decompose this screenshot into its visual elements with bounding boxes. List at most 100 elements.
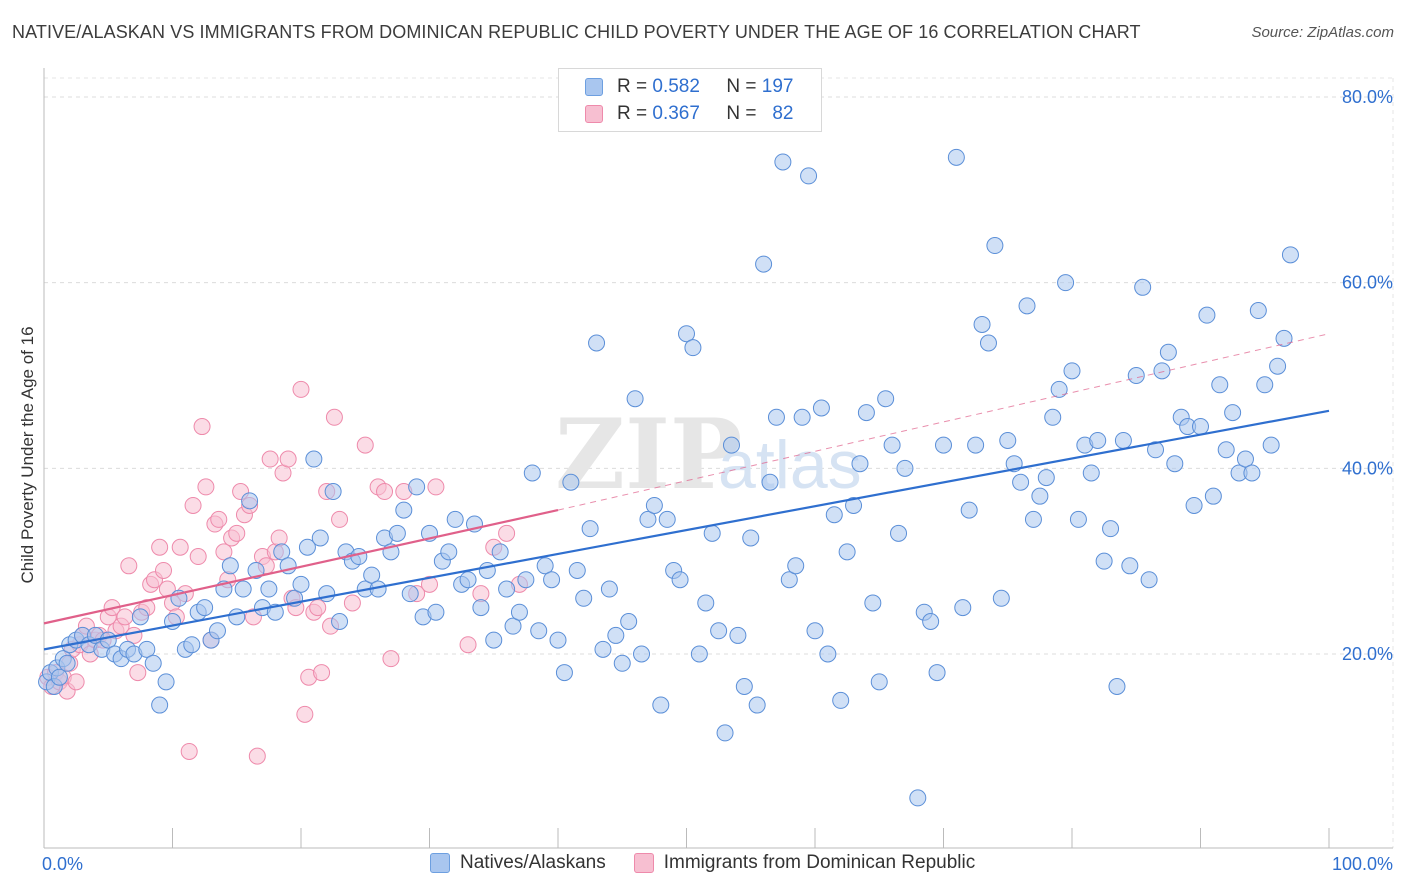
natives-point: [292, 575, 310, 593]
dominican-point: [228, 524, 246, 542]
natives-point: [819, 645, 837, 663]
natives-point: [812, 399, 830, 417]
dominican-point: [197, 478, 215, 496]
natives-point: [639, 510, 657, 528]
dominican-point: [151, 538, 169, 556]
natives-point: [472, 599, 490, 617]
legend-r-label: R =: [617, 76, 648, 97]
trend-line-dominican: [43, 509, 559, 625]
dominican-point: [248, 747, 266, 765]
natives-point: [388, 524, 406, 542]
natives-point: [838, 543, 856, 561]
natives-point: [633, 645, 651, 663]
series-legend-dominican[interactable]: Immigrants from Dominican Republic: [633, 852, 975, 874]
series-legend-natives[interactable]: Natives/Alaskans: [430, 852, 606, 874]
chart-title: NATIVE/ALASKAN VS IMMIGRANTS FROM DOMINI…: [12, 22, 1141, 42]
natives-point: [748, 696, 766, 714]
dominican-point: [193, 418, 211, 436]
natives-point: [922, 613, 940, 631]
natives-point: [408, 478, 426, 496]
natives-point: [144, 654, 162, 672]
natives-point: [671, 571, 689, 589]
natives-point: [729, 626, 747, 644]
natives-point: [800, 167, 818, 185]
dominican-point: [356, 436, 374, 454]
natives-point: [318, 585, 336, 603]
trend-lines: [43, 333, 1330, 651]
dominican-point: [171, 538, 189, 556]
natives-point: [350, 548, 368, 566]
natives-point: [1012, 473, 1030, 491]
natives-point: [703, 524, 721, 542]
y-tick-label: 80.0%: [1342, 87, 1393, 107]
natives-point: [716, 724, 734, 742]
natives-point: [607, 626, 625, 644]
natives-point: [857, 404, 875, 422]
natives-point: [568, 561, 586, 579]
natives-point: [131, 608, 149, 626]
natives-point: [1275, 329, 1293, 347]
legend-n-label: N =: [726, 76, 757, 97]
natives-point: [1159, 343, 1177, 361]
natives-point: [241, 492, 259, 510]
natives-point: [986, 237, 1004, 255]
natives-point: [581, 520, 599, 538]
natives-point: [973, 315, 991, 333]
natives-point: [825, 506, 843, 524]
dominican-point: [261, 450, 279, 468]
natives-point: [183, 636, 201, 654]
natives-point: [138, 640, 156, 658]
natives-point: [1031, 487, 1049, 505]
natives-point: [273, 543, 291, 561]
legend-swatch-dominican: [585, 105, 603, 123]
natives-point: [954, 599, 972, 617]
dominican-point: [331, 510, 349, 528]
natives-point: [517, 571, 535, 589]
natives-point: [459, 571, 477, 589]
natives-point: [967, 436, 985, 454]
natives-point: [196, 599, 214, 617]
legend-r-value-dominican: 0.367: [652, 103, 700, 124]
natives-point: [645, 496, 663, 514]
natives-point: [58, 654, 76, 672]
dominican-point: [210, 510, 228, 528]
natives-point: [530, 622, 548, 640]
natives-point: [440, 543, 458, 561]
trend-line-natives: [43, 409, 1330, 651]
x-tick-label: 100.0%: [1332, 854, 1393, 874]
natives-point: [588, 334, 606, 352]
series-label-natives: Natives/Alaskans: [460, 852, 606, 873]
dominican-point: [279, 450, 297, 468]
dominican-point: [67, 673, 85, 691]
dominican-point: [376, 483, 394, 501]
dominican-point: [292, 380, 310, 398]
natives-point: [1057, 274, 1075, 292]
dominican-point: [270, 529, 288, 547]
natives-point: [722, 436, 740, 454]
y-tick-label: 60.0%: [1342, 273, 1393, 293]
natives-point: [793, 408, 811, 426]
dominican-point: [313, 664, 331, 682]
natives-point: [427, 603, 445, 621]
natives-point: [1127, 367, 1145, 384]
natives-point: [221, 557, 239, 575]
natives-point: [1050, 380, 1068, 398]
source-label: Source: ZipAtlas.com: [1251, 24, 1394, 41]
natives-point: [742, 529, 760, 547]
natives-point: [1024, 510, 1042, 528]
natives-point: [1044, 408, 1062, 426]
natives-point: [208, 622, 226, 640]
natives-point: [620, 613, 638, 631]
natives-point: [401, 585, 419, 603]
legend-r-value-natives: 0.582: [652, 76, 700, 97]
natives-point: [1198, 306, 1216, 324]
natives-point: [298, 538, 316, 556]
x-tick-label: 0.0%: [42, 854, 83, 874]
natives-point: [543, 571, 561, 589]
dominican-point: [343, 594, 361, 612]
dominican-point: [184, 496, 202, 514]
natives-point: [979, 334, 997, 352]
natives-point: [992, 589, 1010, 607]
natives-point: [600, 580, 618, 598]
natives-point: [1256, 376, 1274, 394]
